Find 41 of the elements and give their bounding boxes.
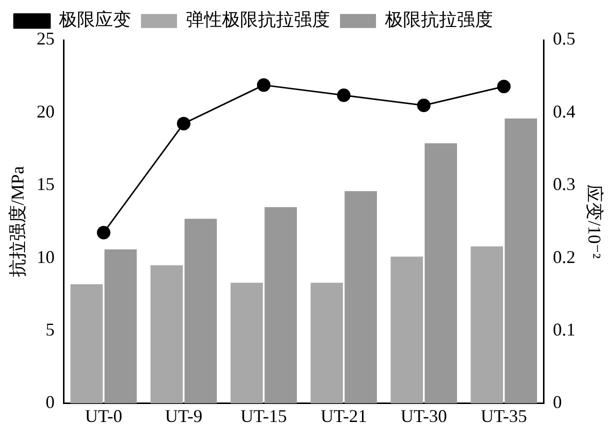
x-tick-label: UT-21 bbox=[320, 406, 367, 426]
point bbox=[176, 116, 190, 130]
y-tick-label: 0 bbox=[46, 392, 55, 412]
x-tick-label: UT-35 bbox=[480, 406, 528, 426]
y2-tick-label: 0.4 bbox=[552, 101, 576, 122]
y-tick-label: 15 bbox=[36, 174, 55, 194]
legend-label: 极限抗拉强度 bbox=[384, 10, 493, 30]
bar bbox=[424, 143, 457, 404]
bar bbox=[150, 265, 183, 404]
y2-tick-label: 0.5 bbox=[552, 28, 576, 49]
y-tick-label: 10 bbox=[36, 246, 55, 267]
y-tick-label: 25 bbox=[36, 28, 55, 49]
y-tick-label: 5 bbox=[46, 319, 55, 340]
y2-tick-label: 0.2 bbox=[552, 246, 576, 267]
point bbox=[96, 226, 110, 240]
point bbox=[256, 78, 270, 92]
bar bbox=[310, 282, 343, 404]
y2-tick-label: 0.3 bbox=[552, 174, 576, 194]
legend-label: 弹性极限抗拉强度 bbox=[186, 10, 330, 30]
bar bbox=[344, 191, 377, 404]
y-axis-title: 抗拉强度/MPa bbox=[8, 166, 28, 278]
bar bbox=[104, 249, 137, 404]
bar bbox=[230, 282, 263, 404]
point bbox=[497, 80, 511, 94]
bar bbox=[470, 246, 504, 404]
y-tick-label: 20 bbox=[36, 101, 55, 122]
x-tick-label: UT-30 bbox=[400, 406, 447, 426]
x-tick-label: UT-9 bbox=[165, 406, 202, 426]
x-tick-label: UT-0 bbox=[84, 406, 122, 426]
bar bbox=[504, 118, 538, 404]
point bbox=[337, 88, 351, 102]
x-tick-label: UT-15 bbox=[240, 406, 287, 426]
bar bbox=[184, 218, 217, 404]
y2-axis-title: 应变/10⁻² bbox=[584, 184, 604, 259]
y2-tick-label: 0 bbox=[552, 392, 562, 412]
legend-label: 极限应变 bbox=[58, 10, 131, 30]
bar bbox=[264, 207, 297, 404]
bar bbox=[390, 256, 423, 404]
bar bbox=[70, 284, 103, 404]
y2-tick-label: 0.1 bbox=[552, 319, 576, 340]
point bbox=[417, 98, 431, 112]
